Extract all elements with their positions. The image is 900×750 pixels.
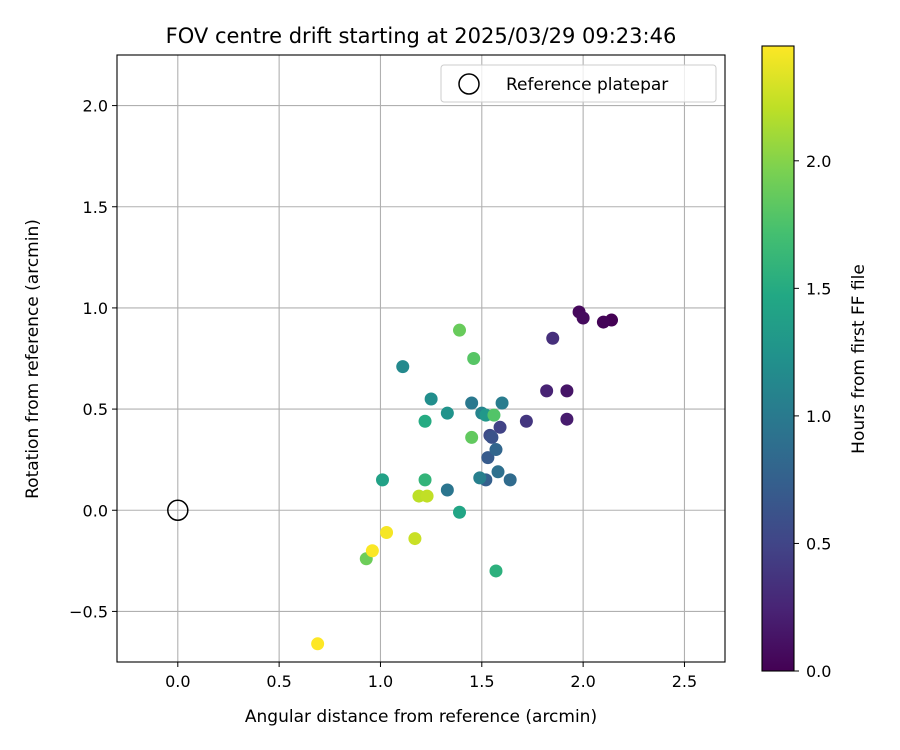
colorbar-gradient: [761, 45, 795, 672]
colorbar-tick-label: 0.0: [806, 662, 831, 681]
colorbar-tick-label: 0.5: [806, 534, 831, 553]
data-point: [418, 414, 432, 428]
x-tick-label: 1.5: [469, 672, 494, 691]
colorbar-tick-label: 1.0: [806, 407, 831, 426]
reference-platepar-marker: [167, 499, 189, 521]
colorbar-tick-label: 2.0: [806, 152, 831, 171]
y-axis-ticks: −0.5 0.0 0.5 1.0 1.5 2.0: [69, 97, 117, 621]
data-point: [465, 430, 479, 444]
data-point: [540, 384, 554, 398]
data-point: [424, 392, 438, 406]
data-point: [473, 471, 487, 485]
colorbar-label: Hours from first FF file: [849, 264, 869, 454]
data-point: [418, 473, 432, 487]
legend: Reference platepar: [440, 64, 717, 103]
data-point: [560, 412, 574, 426]
data-point: [576, 311, 590, 325]
y-tick-label: 2.0: [83, 97, 108, 116]
x-tick-label: 0.0: [165, 672, 190, 691]
x-tick-label: 1.0: [368, 672, 393, 691]
data-point: [560, 384, 574, 398]
plot-frame: [116, 54, 726, 663]
y-tick-label: 0.0: [83, 501, 108, 520]
data-point: [489, 443, 503, 457]
data-point: [440, 406, 454, 420]
y-tick-label: −0.5: [69, 602, 108, 621]
data-point: [375, 473, 389, 487]
data-point: [519, 414, 533, 428]
data-points: [311, 305, 619, 651]
chart-title: FOV centre drift starting at 2025/03/29 …: [166, 24, 677, 48]
data-point: [465, 396, 479, 410]
data-point: [420, 489, 434, 503]
data-point: [311, 637, 325, 651]
x-tick-label: 2.0: [570, 672, 595, 691]
data-point: [408, 532, 422, 546]
data-point: [396, 360, 410, 374]
legend-box: [440, 64, 717, 103]
colorbar: 0.0 0.5 1.0 1.5 2.0 Hours from first FF file: [761, 45, 869, 681]
legend-entry-label: Reference platepar: [506, 75, 668, 95]
data-point: [503, 473, 517, 487]
data-point: [485, 430, 499, 444]
y-axis-label: Rotation from reference (arcmin): [23, 219, 43, 499]
data-point: [495, 396, 509, 410]
colorbar-tick-label: 1.5: [806, 279, 831, 298]
data-point: [380, 526, 394, 540]
data-point: [493, 420, 507, 434]
legend-marker-icon: [458, 73, 480, 95]
data-point: [489, 564, 503, 578]
data-point: [481, 451, 495, 465]
data-point: [453, 505, 467, 519]
x-tick-label: 2.5: [672, 672, 697, 691]
grid-lines: [117, 55, 725, 662]
y-tick-label: 0.5: [83, 400, 108, 419]
x-tick-label: 0.5: [266, 672, 291, 691]
data-point: [453, 323, 467, 337]
y-tick-label: 1.0: [83, 299, 108, 318]
data-point: [440, 483, 454, 497]
y-tick-label: 1.5: [83, 198, 108, 217]
x-axis-ticks: 0.0 0.5 1.0 1.5 2.0 2.5: [165, 662, 697, 691]
data-point: [365, 544, 379, 558]
data-point: [491, 465, 505, 479]
x-axis-label: Angular distance from reference (arcmin): [245, 707, 597, 727]
data-point: [487, 408, 501, 422]
data-point: [546, 331, 560, 345]
data-point: [596, 315, 610, 329]
data-point: [467, 352, 481, 365]
colorbar-ticks: 0.0 0.5 1.0 1.5 2.0: [794, 152, 831, 681]
